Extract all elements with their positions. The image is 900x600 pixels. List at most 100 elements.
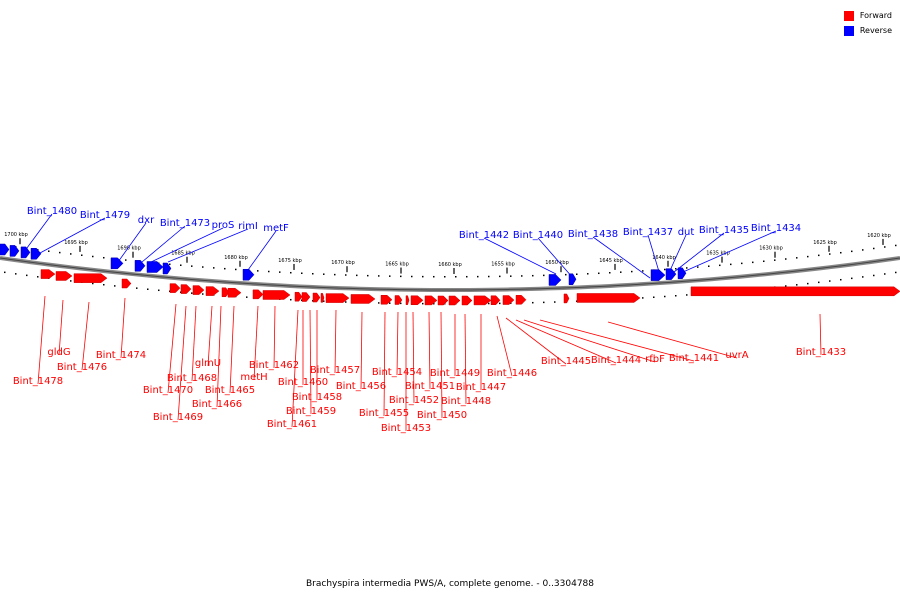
leader-line	[440, 311, 443, 419]
forward-gene-arrow	[301, 292, 311, 302]
leader-line	[592, 236, 651, 279]
minor-tick-top	[752, 261, 754, 264]
minor-tick-bottom	[532, 301, 534, 304]
gene-label: Bint_1444	[591, 355, 641, 366]
minor-tick-top	[169, 263, 171, 266]
minor-tick-top	[499, 275, 501, 278]
gene-label: Bint_1474	[96, 350, 146, 361]
genome-caption: Brachyspira intermedia PWS/A, complete g…	[305, 579, 595, 589]
minor-tick-top	[356, 274, 358, 277]
minor-tick-bottom	[400, 302, 402, 305]
leader-line	[273, 305, 276, 369]
leader-line	[819, 313, 822, 356]
minor-tick-top	[730, 263, 732, 266]
forward-gene-arrow	[490, 295, 501, 305]
leader-line	[23, 213, 53, 253]
minor-tick-top	[829, 253, 831, 255]
gene-label: dxr	[138, 215, 155, 226]
leader-line	[383, 311, 386, 417]
minor-tick-bottom	[15, 273, 17, 275]
minor-tick-top	[873, 247, 875, 250]
gene-label: Bint_1441	[669, 353, 719, 364]
leader-line	[117, 222, 147, 263]
minor-tick-bottom	[488, 302, 490, 305]
minor-tick-top	[818, 254, 820, 257]
forward-gene-arrow	[312, 292, 321, 303]
gene-label: rimI	[238, 221, 258, 232]
minor-tick-top	[719, 264, 721, 267]
minor-tick-top	[741, 262, 743, 265]
minor-tick-top	[686, 267, 688, 269]
forward-gene-arrow	[180, 284, 192, 294]
minor-tick-top	[444, 275, 446, 278]
gene-label: Bint_1435	[699, 225, 749, 236]
gene-label: uvrA	[725, 350, 748, 361]
minor-tick-bottom	[642, 297, 644, 299]
leader-line	[539, 319, 695, 362]
minor-tick-top	[279, 271, 281, 273]
gene-label: Bint_1480	[27, 206, 77, 217]
minor-tick-bottom	[37, 276, 39, 278]
minor-tick-bottom	[389, 302, 391, 304]
minor-tick-top	[70, 253, 72, 255]
gene-label: Bint_1447	[456, 382, 506, 393]
tick-label: 1640 kbp	[652, 255, 676, 261]
minor-tick-bottom	[147, 288, 149, 290]
minor-tick-bottom	[114, 285, 116, 287]
gene-label: Bint_1457	[310, 365, 360, 376]
minor-tick-bottom	[70, 280, 72, 282]
tick-label: 1655 kbp	[491, 262, 515, 268]
gene-label: glmU	[195, 358, 221, 369]
tick-label: 1670 kbp	[331, 260, 355, 266]
leader-line	[150, 227, 224, 263]
gene-label: Bint_1476	[57, 362, 107, 373]
tick-label: 1635 kbp	[706, 251, 730, 257]
gene-features	[0, 243, 900, 306]
minor-tick-bottom	[829, 280, 831, 282]
minor-tick-top	[851, 250, 853, 253]
minor-tick-top	[488, 275, 490, 278]
leader-line	[360, 311, 363, 390]
tick-label: 1660 kbp	[438, 262, 462, 268]
gene-label: Bint_1461	[267, 419, 317, 430]
gene-label: gldG	[47, 347, 70, 358]
gene-label: rfbF	[645, 354, 665, 365]
forward-gene-arrow	[350, 294, 376, 304]
gene-label: Bint_1478	[13, 376, 63, 387]
minor-tick-top	[312, 272, 314, 275]
forward-gene-arrow	[394, 295, 403, 305]
gene-label: Bint_1452	[389, 395, 439, 406]
legend-forward-swatch	[843, 10, 854, 21]
minor-tick-top	[378, 275, 380, 277]
minor-tick-top	[884, 246, 886, 248]
minor-tick-bottom	[653, 296, 655, 298]
forward-gene-arrow	[424, 295, 438, 306]
minor-tick-top	[125, 259, 127, 261]
minor-tick-top	[213, 267, 215, 269]
minor-tick-bottom	[26, 274, 28, 277]
legend-reverse: Reverse	[843, 23, 892, 38]
minor-tick-bottom	[807, 282, 809, 285]
minor-tick-top	[895, 244, 897, 247]
minor-tick-top	[521, 275, 523, 277]
minor-tick-bottom	[136, 287, 138, 289]
gene-label: Bint_1434	[751, 223, 801, 234]
gene-label: Bint_1446	[487, 368, 537, 379]
forward-gene-arrow	[205, 286, 220, 296]
minor-tick-top	[620, 271, 622, 273]
minor-tick-top	[323, 273, 325, 275]
leader-line	[81, 301, 90, 371]
reverse-gene-arrow	[677, 267, 687, 280]
leader-line	[207, 305, 213, 367]
forward-gene-arrow	[121, 278, 132, 289]
minor-tick-top	[455, 275, 457, 278]
minor-tick-bottom	[796, 284, 798, 286]
minor-tick-bottom	[422, 302, 424, 305]
leader-line	[141, 225, 186, 263]
leader-line	[464, 313, 467, 405]
minor-tick-top	[433, 275, 435, 278]
forward-gene-arrow	[576, 293, 641, 303]
forward-gene-arrow	[192, 285, 205, 295]
gene-label: Bint_1458	[292, 392, 342, 403]
leader-line	[673, 232, 725, 273]
